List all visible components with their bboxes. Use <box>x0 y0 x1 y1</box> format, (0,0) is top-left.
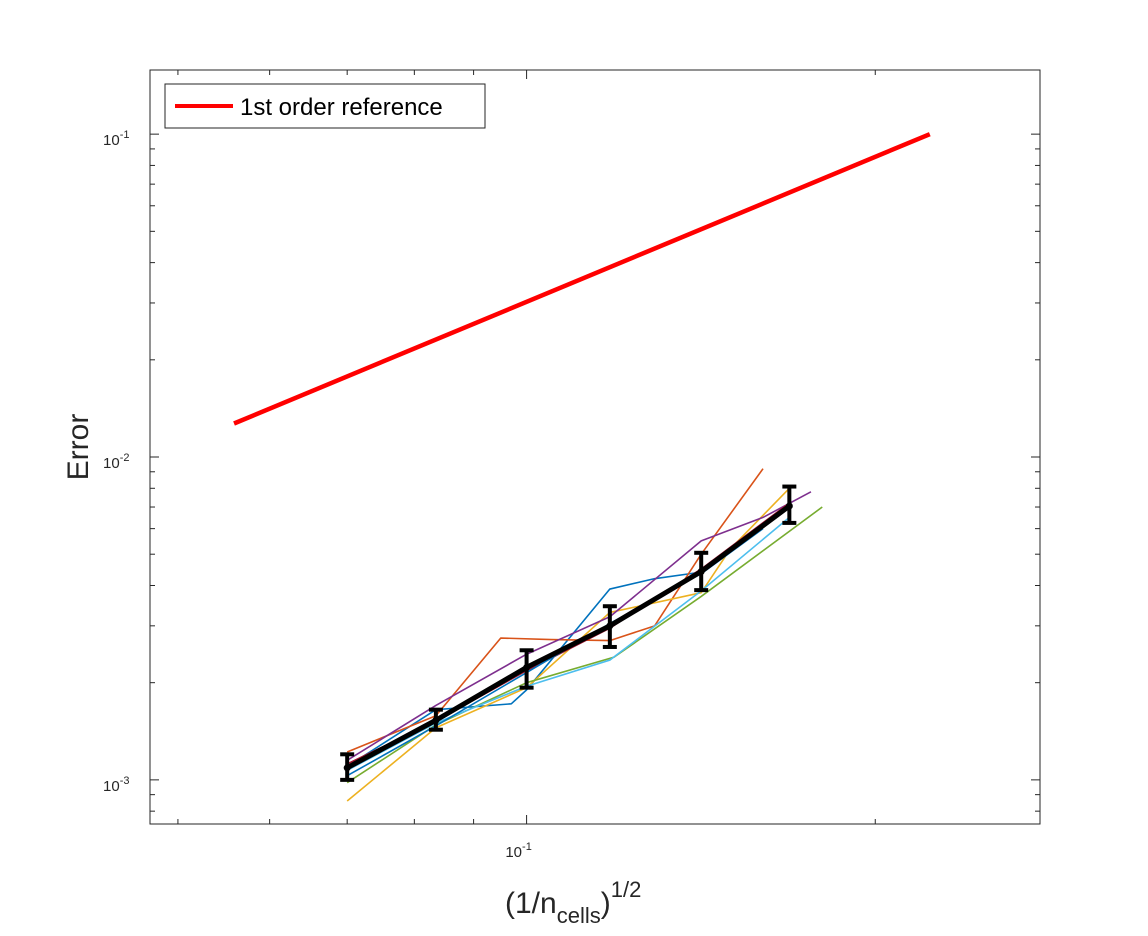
mean-point <box>343 764 351 772</box>
y-tick-label: 10-3 <box>103 775 129 795</box>
mean-point <box>606 622 614 630</box>
legend: 1st order reference <box>164 83 486 129</box>
x-axis-title-suffix: ) <box>601 887 611 920</box>
mean-series-group <box>340 484 797 782</box>
y-tick-label: 10-1 <box>103 129 129 149</box>
tick-labels: 10-1 10-3 10-2 10-1 <box>103 129 532 861</box>
mean-point <box>697 567 705 575</box>
x-axis-title: (1/ncells)1/2 <box>505 877 641 928</box>
x-axis-title-superscript: 1/2 <box>611 877 642 902</box>
x-axis-title-subscript: cells <box>557 903 601 928</box>
plot-area <box>149 69 1041 825</box>
mean-point <box>523 663 531 671</box>
reference-series-group <box>233 132 931 426</box>
mean-line <box>345 504 791 770</box>
mean-point <box>432 716 440 724</box>
y-axis-title: Error <box>62 414 95 481</box>
legend-label-reference: 1st order reference <box>240 94 443 121</box>
axis-ticks <box>150 70 1040 824</box>
x-axis-title-base: (1/n <box>505 887 557 920</box>
mean-point <box>785 502 793 510</box>
y-tick-label: 10-2 <box>103 452 129 472</box>
reference-line <box>233 132 931 426</box>
x-tick-label: 10-1 <box>505 841 531 861</box>
